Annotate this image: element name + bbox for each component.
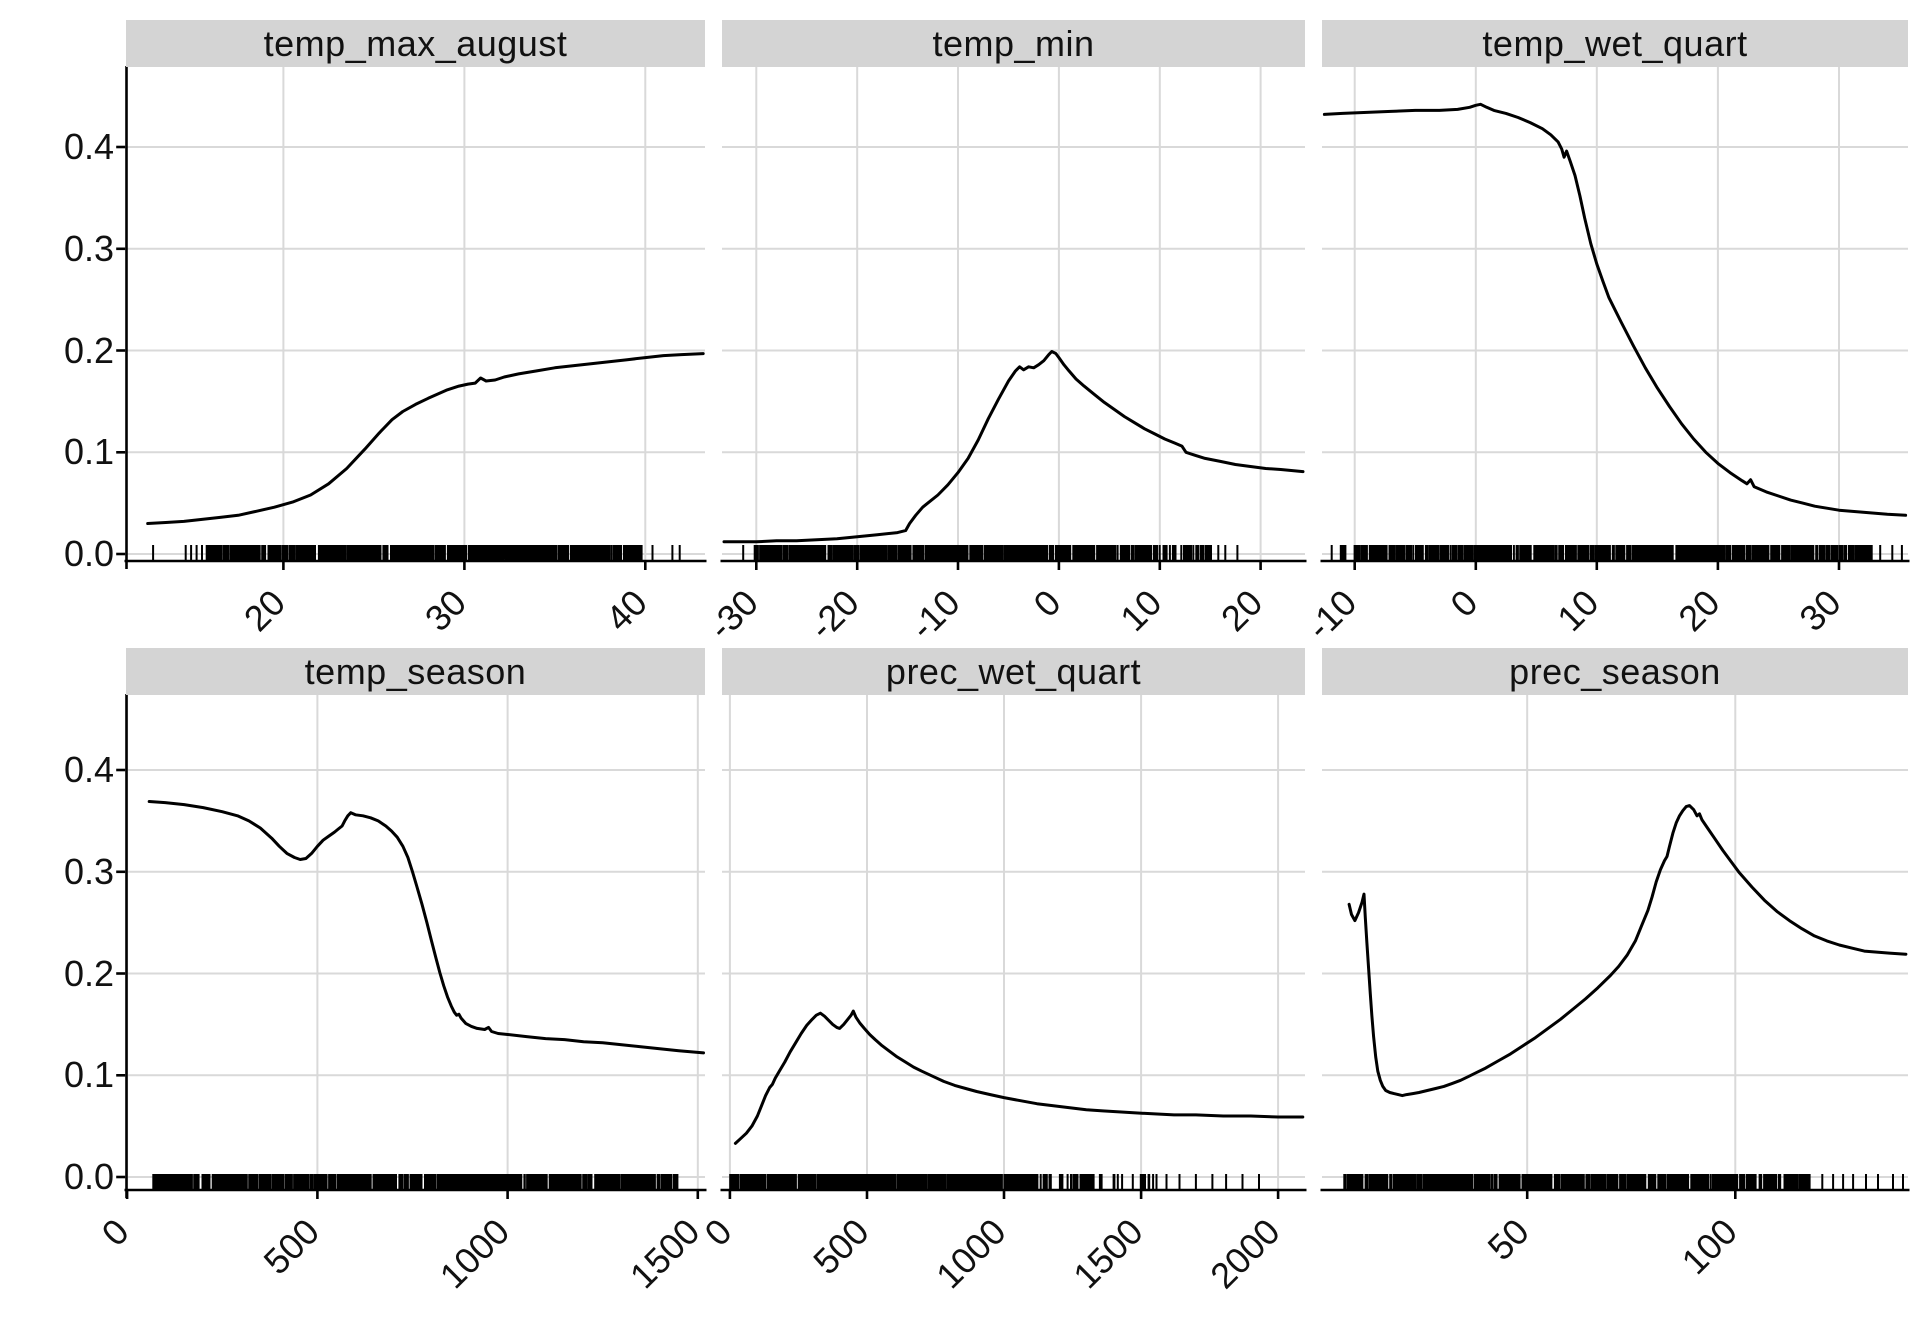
facet-title: prec_wet_quart	[885, 650, 1142, 692]
y-tick-label: 0.0	[63, 1156, 114, 1197]
pdp-curve	[147, 800, 705, 1055]
facet-strip-prec-season: prec_season	[1322, 648, 1908, 695]
panel-temp_season: 0 500 1000 1500	[94, 695, 708, 1297]
y-tick-label: 0.1	[63, 1054, 114, 1096]
x-tick-label: 30	[1791, 582, 1848, 639]
rug-marks	[152, 545, 681, 560]
x-tick-label: 1000	[432, 1211, 518, 1297]
x-tick-label: 0	[1025, 582, 1068, 625]
pdp-curve	[146, 352, 705, 525]
facet-title: prec_season	[1509, 650, 1721, 692]
panel-prec_season: 50 100	[1320, 695, 1910, 1282]
pdp-curve	[733, 1009, 1305, 1145]
x-tick-label: 1000	[928, 1211, 1014, 1297]
y-tick-label: 0.4	[63, 126, 114, 167]
panel-temp_min: -30 -20 -10 0 10 20	[700, 67, 1307, 648]
y-tick-label: 0.3	[63, 227, 114, 269]
x-tick-label: 100	[1673, 1211, 1744, 1282]
facet-title: temp_max_august	[263, 22, 568, 64]
x-tick-label: 20	[236, 582, 293, 639]
y-tick-label: 0.2	[63, 329, 114, 371]
x-tick-label: 20	[1670, 582, 1727, 639]
rug-marks	[152, 1174, 679, 1189]
x-tick-label: 0	[696, 1211, 739, 1254]
y-tick-label: 0.1	[63, 431, 114, 473]
x-tick-label: 500	[256, 1211, 327, 1282]
x-tick-label: 500	[805, 1211, 876, 1282]
x-tick-label: 30	[417, 582, 474, 639]
y-axis-row-1	[116, 694, 128, 1198]
x-tick-label: 0	[94, 1211, 137, 1254]
y-tick-label: 0.4	[63, 749, 114, 790]
facet-strip-temp-season: temp_season	[126, 648, 705, 695]
x-tick-label: -10	[1299, 582, 1365, 648]
facet-strip-prec-wet-quart: prec_wet_quart	[722, 648, 1305, 695]
x-tick-label: 40	[598, 582, 655, 639]
rug-marks	[742, 545, 1239, 560]
x-tick-label: -20	[801, 582, 867, 648]
y-axis-row-0	[116, 66, 128, 569]
facet-title: temp_season	[304, 650, 527, 692]
rug-marks	[1330, 545, 1903, 560]
facet-title: temp_min	[932, 22, 1095, 64]
x-tick-label: 2000	[1202, 1211, 1288, 1297]
x-tick-label: -10	[902, 582, 968, 648]
rug-marks	[729, 1174, 1260, 1189]
rug-marks	[1343, 1174, 1904, 1189]
pdp-curve	[1322, 102, 1908, 517]
facet-title: temp_wet_quart	[1482, 22, 1748, 64]
panel-temp_wet_quart: -10 0 10 20 30	[1299, 67, 1910, 647]
panel-prec_wet_quart: 0 500 1000 1500 2000	[696, 695, 1307, 1297]
facet-strip-temp-max-august: temp_max_august	[126, 20, 705, 67]
x-tick-label: 10	[1112, 582, 1169, 639]
x-tick-label: -30	[700, 582, 766, 648]
x-tick-label: 10	[1549, 582, 1606, 639]
y-tick-label: 0.0	[63, 533, 114, 574]
pdp-curve	[722, 350, 1305, 544]
facet-strip-temp-min: temp_min	[722, 20, 1305, 67]
x-tick-label: 20	[1213, 582, 1270, 639]
y-tick-label: 0.2	[63, 952, 114, 994]
pdp-curve	[1347, 804, 1908, 1098]
x-tick-label: 1500	[1065, 1211, 1151, 1297]
x-tick-label: 1500	[622, 1211, 708, 1297]
panel-temp_max_august: 20 30 40	[124, 67, 707, 639]
x-tick-label: 0	[1442, 582, 1485, 625]
facet-strip-temp-wet-quart: temp_wet_quart	[1322, 20, 1908, 67]
y-tick-label: 0.3	[63, 850, 114, 892]
x-tick-label: 50	[1480, 1211, 1537, 1268]
